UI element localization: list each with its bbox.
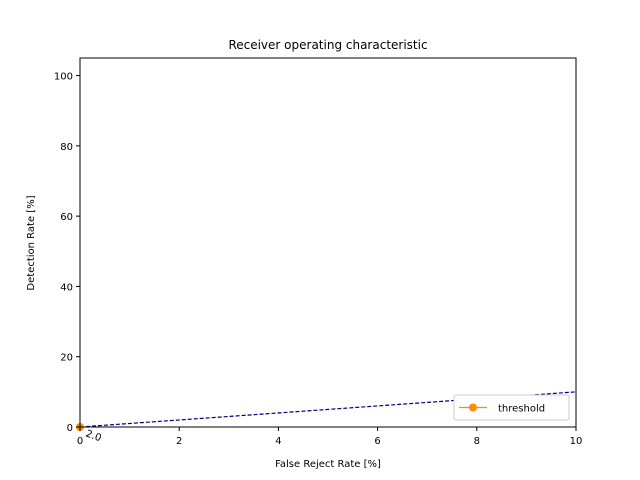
legend-label-0: threshold — [498, 404, 545, 415]
x-axis-label: False Reject Rate [%] — [275, 459, 381, 470]
x-tick-label-0: 0 — [77, 436, 83, 447]
x-tick-label-5: 10 — [570, 436, 583, 447]
y-tick-label-3: 60 — [60, 212, 73, 223]
legend-marker-0 — [469, 403, 477, 412]
y-tick-label-2: 40 — [60, 282, 73, 293]
y-axis-label: Detection Rate [%] — [26, 195, 37, 290]
axes-frame — [79, 57, 577, 428]
x-tick-label-3: 6 — [374, 436, 380, 447]
y-tick-label-0: 0 — [67, 423, 73, 434]
annotation-0: 2.0 — [84, 428, 103, 444]
y-tick-label-4: 80 — [60, 142, 73, 153]
legend-box — [453, 394, 570, 421]
x-tick-label-4: 8 — [474, 436, 480, 447]
y-tick-label-1: 20 — [60, 353, 73, 364]
chart-title: Receiver operating characteristic — [228, 38, 427, 52]
x-tick-label-2: 4 — [275, 436, 281, 447]
y-tick-label-5: 100 — [54, 72, 73, 83]
x-tick-label-1: 2 — [176, 436, 182, 447]
